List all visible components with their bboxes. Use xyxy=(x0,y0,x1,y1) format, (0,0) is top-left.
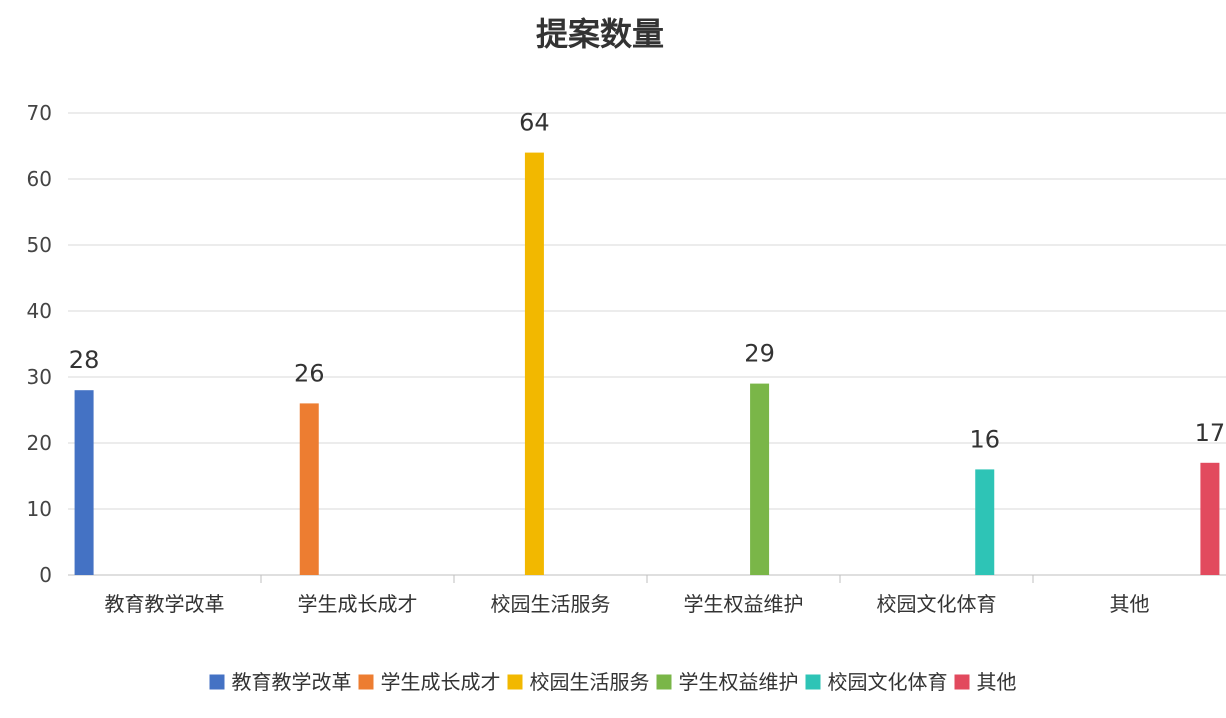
y-tick-label: 40 xyxy=(27,299,52,323)
x-tick-label: 校园文化体育 xyxy=(877,592,997,616)
data-label: 29 xyxy=(744,340,775,368)
bars xyxy=(74,152,1220,575)
y-axis: 0 10 20 30 40 50 60 70 xyxy=(27,101,52,587)
x-tick-label: 教育教学改革 xyxy=(105,592,225,616)
legend-label: 校园生活服务 xyxy=(530,670,650,694)
gridlines xyxy=(68,112,1226,576)
data-label: 64 xyxy=(519,109,550,137)
x-tick-label: 学生成长成才 xyxy=(298,592,418,616)
legend-swatch xyxy=(209,674,225,690)
y-tick-label: 50 xyxy=(27,233,52,257)
legend-swatch xyxy=(954,674,970,690)
legend-item: 学生权益维护 xyxy=(656,670,798,694)
y-tick-label: 10 xyxy=(27,497,52,521)
x-tick-label: 学生权益维护 xyxy=(684,592,804,616)
legend-swatch xyxy=(507,674,523,690)
bar xyxy=(74,390,94,575)
legend-label: 教育教学改革 xyxy=(232,670,352,694)
legend-swatch xyxy=(805,674,821,690)
data-label: 26 xyxy=(294,359,325,387)
data-label: 16 xyxy=(969,425,1000,453)
legend-item: 教育教学改革 xyxy=(209,670,352,694)
chart-title: 提案数量 xyxy=(536,15,664,53)
legend-swatch xyxy=(656,674,672,690)
bar xyxy=(975,469,995,575)
x-tick-label: 其他 xyxy=(1110,592,1150,616)
legend-label: 学生成长成才 xyxy=(381,670,501,694)
bar xyxy=(750,383,770,575)
data-label: 28 xyxy=(69,346,100,374)
legend-item: 学生成长成才 xyxy=(358,670,501,694)
bar xyxy=(524,152,544,575)
legend-item: 校园文化体育 xyxy=(805,670,947,694)
x-tick-label: 校园生活服务 xyxy=(491,592,611,616)
legend-item: 校园生活服务 xyxy=(507,670,650,694)
x-axis: 教育教学改革 学生成长成才 校园生活服务 学生权益维护 校园文化体育 其他 xyxy=(105,575,1150,616)
bar xyxy=(299,403,319,575)
data-label: 17 xyxy=(1195,419,1226,447)
y-tick-label: 30 xyxy=(27,365,52,389)
bar xyxy=(1200,462,1220,575)
y-tick-label: 0 xyxy=(39,563,52,587)
legend: 教育教学改革 学生成长成才 校园生活服务 学生权益维护 校园文化体育 其他 xyxy=(209,670,1016,694)
y-tick-label: 60 xyxy=(27,167,52,191)
data-labels: 28 26 64 29 16 17 xyxy=(69,109,1225,454)
legend-label: 校园文化体育 xyxy=(827,670,947,694)
legend-item: 其他 xyxy=(954,670,1016,694)
legend-label: 其他 xyxy=(976,670,1016,694)
legend-swatch xyxy=(358,674,374,690)
y-tick-label: 20 xyxy=(27,431,52,455)
y-tick-label: 70 xyxy=(27,101,52,125)
legend-label: 学生权益维护 xyxy=(678,670,798,694)
